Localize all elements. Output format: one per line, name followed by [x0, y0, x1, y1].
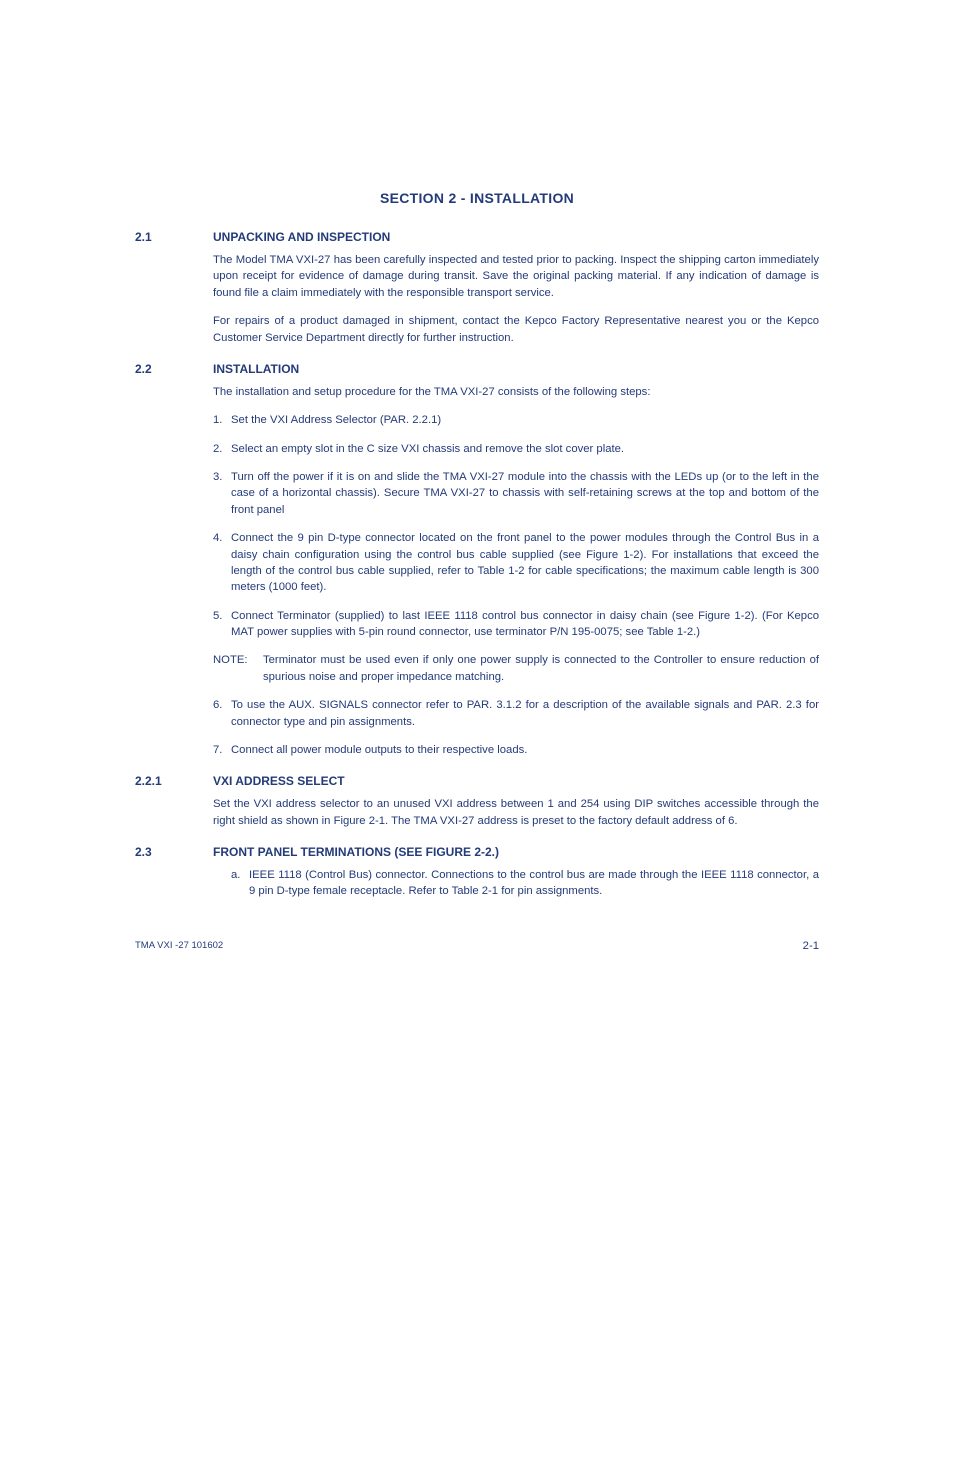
footer-page-number: 2-1 — [803, 940, 819, 952]
heading-num: 2.2 — [135, 362, 213, 376]
list-content: To use the AUX. SIGNALS connector refer … — [231, 697, 819, 730]
list-marker: 2. — [213, 441, 231, 457]
list-content: Connect Terminator (supplied) to last IE… — [231, 608, 819, 641]
heading-num: 2.1 — [135, 230, 213, 244]
list-item: 7. Connect all power module outputs to t… — [213, 742, 819, 758]
note-content: Terminator must be used even if only one… — [263, 652, 819, 685]
list-marker: 7. — [213, 742, 231, 758]
paragraph: The installation and setup procedure for… — [213, 384, 819, 400]
heading-text: FRONT PANEL TERMINATIONS (SEE FIGURE 2-2… — [213, 845, 499, 859]
list-marker: 1. — [213, 412, 231, 428]
list-marker: a. — [231, 867, 249, 900]
list-content: Connect the 9 pin D-type connector locat… — [231, 530, 819, 596]
list-content: Connect all power module outputs to thei… — [231, 742, 819, 758]
list-marker: 6. — [213, 697, 231, 730]
sub-list-item: a. IEEE 1118 (Control Bus) connector. Co… — [231, 867, 819, 900]
heading-2-2-1: 2.2.1 VXI ADDRESS SELECT — [135, 774, 819, 788]
list-content: Set the VXI Address Selector (PAR. 2.2.1… — [231, 412, 819, 428]
heading-text: VXI ADDRESS SELECT — [213, 774, 345, 788]
heading-2-3: 2.3 FRONT PANEL TERMINATIONS (SEE FIGURE… — [135, 845, 819, 859]
note-label: NOTE: — [213, 652, 263, 685]
list-item: 1. Set the VXI Address Selector (PAR. 2.… — [213, 412, 819, 428]
footer-left: TMA VXI -27 101602 — [135, 940, 223, 952]
heading-num: 2.3 — [135, 845, 213, 859]
list-marker: 4. — [213, 530, 231, 596]
page-footer: TMA VXI -27 101602 2-1 — [135, 940, 819, 952]
list-item: 6. To use the AUX. SIGNALS connector ref… — [213, 697, 819, 730]
list-marker: 3. — [213, 469, 231, 518]
list-item: 4. Connect the 9 pin D-type connector lo… — [213, 530, 819, 596]
paragraph: Set the VXI address selector to an unuse… — [213, 796, 819, 829]
section-title: SECTION 2 - INSTALLATION — [135, 190, 819, 206]
heading-2-1: 2.1 UNPACKING AND INSPECTION — [135, 230, 819, 244]
list-content: Select an empty slot in the C size VXI c… — [231, 441, 819, 457]
list-content: Turn off the power if it is on and slide… — [231, 469, 819, 518]
note-item: NOTE: Terminator must be used even if on… — [213, 652, 819, 685]
heading-2-2: 2.2 INSTALLATION — [135, 362, 819, 376]
list-content: IEEE 1118 (Control Bus) connector. Conne… — [249, 867, 819, 900]
list-item: 3. Turn off the power if it is on and sl… — [213, 469, 819, 518]
heading-num: 2.2.1 — [135, 774, 213, 788]
heading-text: INSTALLATION — [213, 362, 299, 376]
paragraph: The Model TMA VXI-27 has been carefully … — [213, 252, 819, 301]
list-item: 2. Select an empty slot in the C size VX… — [213, 441, 819, 457]
list-marker: 5. — [213, 608, 231, 641]
heading-text: UNPACKING AND INSPECTION — [213, 230, 390, 244]
list-item: 5. Connect Terminator (supplied) to last… — [213, 608, 819, 641]
paragraph: For repairs of a product damaged in ship… — [213, 313, 819, 346]
